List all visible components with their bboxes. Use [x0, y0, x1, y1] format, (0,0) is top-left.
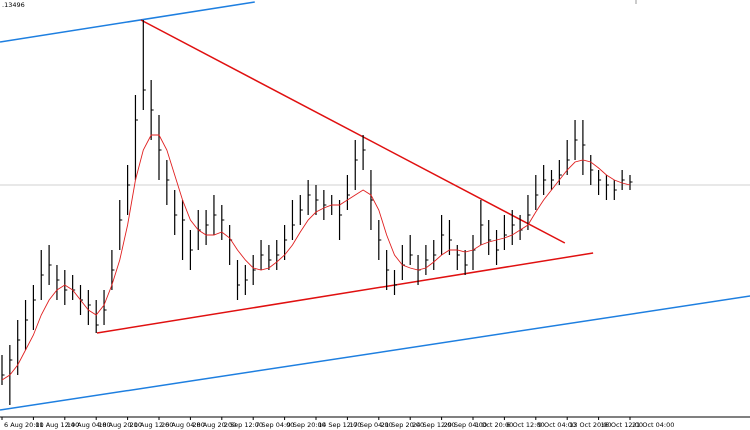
trendline: [0, 1, 255, 43]
x-tick-label: 18 Aug 20:00: [98, 421, 142, 429]
x-tick-label: 28 Aug 20:00: [192, 421, 236, 429]
trendline: [140, 19, 566, 244]
x-tick-label: 9 Oct 04:00: [538, 421, 576, 429]
x-tick-label: 1 Oct 20:00: [475, 421, 513, 429]
x-tick-label: 26 Aug 04:00: [161, 421, 205, 429]
x-tick-label: 16 Oct 12:00: [601, 421, 643, 429]
x-tick-label: 14 Sep 12:00: [318, 421, 361, 429]
x-tick-label: 17 Sep 04:00: [349, 421, 392, 429]
x-tick-label: 13 Oct 20:00: [569, 421, 611, 429]
trendline: [96, 252, 594, 334]
x-tick-label: 6 Aug 20:00: [4, 421, 44, 429]
x-tick-label: 21 Sep 20:00: [381, 421, 424, 429]
trendline: [0, 295, 750, 411]
moving-average: [1, 134, 631, 381]
x-tick-label: 24 Sep 12:00: [412, 421, 455, 429]
x-tick-label: 21 Aug 12:00: [130, 421, 174, 429]
x-tick-label: 2 Sep 12:00: [224, 421, 263, 429]
x-tick-label: 11 Aug 12:00: [35, 421, 79, 429]
x-tick-label: 21 Oct 04:00: [632, 421, 674, 429]
price-label: .13496: [2, 1, 25, 9]
x-tick-label: 29 Sep 04:00: [444, 421, 487, 429]
x-tick-label: 14 Aug 04:00: [67, 421, 111, 429]
x-tick-label: 7 Sep 04:00: [255, 421, 294, 429]
x-tick-label: 9 Sep 20:00: [287, 421, 326, 429]
x-tick-label: 6 Oct 12:00: [506, 421, 544, 429]
